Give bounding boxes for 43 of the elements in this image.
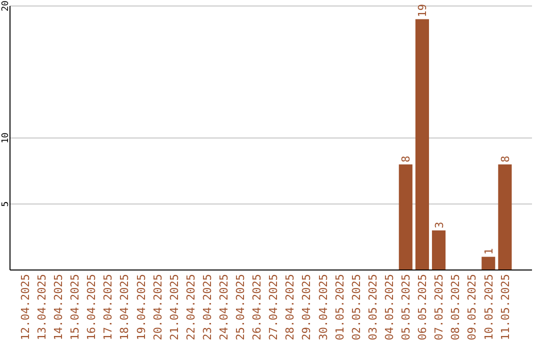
data-label: 1 (482, 248, 496, 255)
y-tick-label: 10 (1, 132, 11, 144)
y-tick-label: 20 (1, 0, 11, 12)
bar (498, 164, 512, 270)
x-tick-label: 29.04.2025 (300, 274, 314, 340)
x-tick-label: 28.04.2025 (284, 274, 297, 340)
x-tick-label: 01.05.2025 (333, 274, 346, 340)
x-tick-label: 20.04.2025 (151, 274, 164, 340)
x-tick-label: 13.04.2025 (35, 274, 48, 340)
x-tick-label: 24.04.2025 (217, 274, 230, 340)
data-label: 3 (432, 222, 446, 228)
x-tick-label: 05.05.2025 (400, 274, 413, 340)
data-label: 8 (498, 156, 512, 162)
data-label: 19 (416, 4, 430, 18)
x-tick-label: 12.04.2025 (18, 274, 32, 340)
x-tick-label: 10.05.2025 (482, 274, 496, 340)
x-tick-label: 15.04.2025 (68, 274, 82, 340)
x-tick-label: 04.05.2025 (382, 274, 396, 340)
x-tick-label: 19.04.2025 (134, 274, 148, 340)
x-tick-label: 26.04.2025 (250, 274, 264, 340)
x-tick-label: 23.04.2025 (200, 274, 214, 340)
x-tick-label: 08.05.2025 (449, 274, 462, 340)
x-tick-label: 22.04.2025 (184, 274, 198, 340)
x-tick-label: 17.04.2025 (102, 274, 115, 340)
x-tick-label: 02.05.2025 (350, 274, 363, 340)
x-tick-label: 09.05.2025 (466, 274, 479, 340)
x-tick-label: 03.05.2025 (366, 274, 380, 340)
y-tick-label: 5 (1, 201, 11, 207)
data-label: 8 (400, 156, 413, 162)
bar (398, 164, 412, 270)
x-tick-label: 07.05.2025 (432, 274, 446, 340)
x-tick-label: 21.04.2025 (168, 274, 181, 340)
x-tick-label: 30.04.2025 (316, 274, 330, 340)
bar (482, 256, 496, 270)
x-tick-label: 16.04.2025 (85, 274, 98, 340)
x-tick-label: 14.04.2025 (52, 274, 66, 340)
x-tick-label: 27.04.2025 (267, 274, 280, 340)
x-tick-label: 11.05.2025 (498, 274, 512, 340)
x-tick-label: 06.05.2025 (416, 274, 430, 340)
bar (415, 19, 429, 270)
x-tick-label: 25.04.2025 (234, 274, 248, 340)
bar (432, 230, 446, 270)
x-tick-label: 18.04.2025 (118, 274, 132, 340)
